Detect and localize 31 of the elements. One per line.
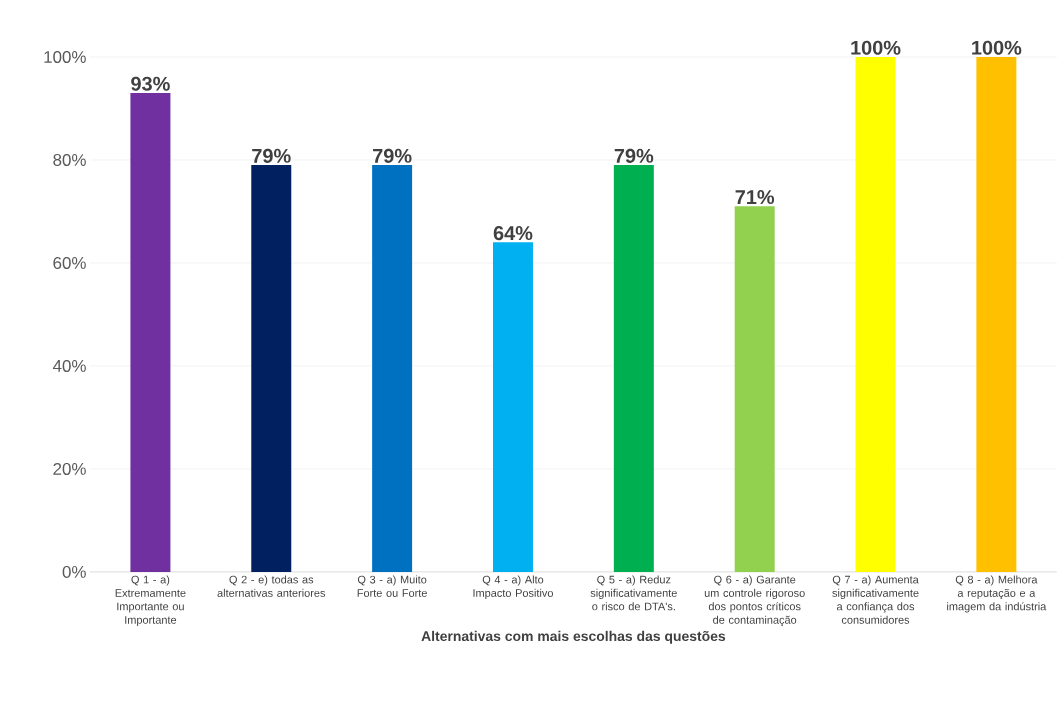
x-tick-label: Q 5 - a) Reduz significativamente o risco de DTA's. xyxy=(590,575,677,611)
x-tick-label: Q 6 - a) Garante um controle rigoroso dos pontos críticos de contaminação xyxy=(704,575,805,627)
bar xyxy=(734,206,775,572)
bar xyxy=(492,242,533,572)
data-label: 71% xyxy=(735,190,775,205)
y-tick-label: 0% xyxy=(62,565,86,578)
data-label: 93% xyxy=(131,76,170,91)
bar xyxy=(372,165,413,572)
y-tick-label: 20% xyxy=(53,462,86,475)
data-label: 100% xyxy=(851,40,901,55)
y-tick-label: 100% xyxy=(44,51,86,64)
data-label: 100% xyxy=(972,40,1022,55)
x-tick-label: Q 4 - a) Alto Impacto Positivo xyxy=(473,575,553,600)
bar xyxy=(613,165,654,572)
y-tick-label: 60% xyxy=(53,257,86,270)
data-label: 64% xyxy=(493,226,533,241)
y-tick-label: 40% xyxy=(52,359,86,372)
bar xyxy=(130,93,171,572)
y-tick-label: 80% xyxy=(53,154,86,167)
x-tick-label: Q 1 - a) Extremamente Importante ou Importante xyxy=(115,575,186,627)
x-tick-label: Q 7 - a) Aumenta significativamente a confiança dos consumidores xyxy=(832,575,919,624)
bar xyxy=(855,57,896,572)
bar xyxy=(976,57,1017,572)
data-label: 79% xyxy=(614,148,654,163)
x-tick-label: Q 3 - a) Muito Forte ou Forte xyxy=(357,575,427,597)
bar xyxy=(251,165,292,572)
x-tick-label: Q 8 - a) Melhora a reputação e a imagem da indústria xyxy=(947,575,1047,613)
x-tick-label: Q 2 - e) todas as alternativas anteriores xyxy=(217,575,326,597)
data-label: 79% xyxy=(252,148,291,163)
data-label: 79% xyxy=(373,148,412,163)
x-axis-title: Alternativas com mais escolhas das questões xyxy=(421,630,726,644)
